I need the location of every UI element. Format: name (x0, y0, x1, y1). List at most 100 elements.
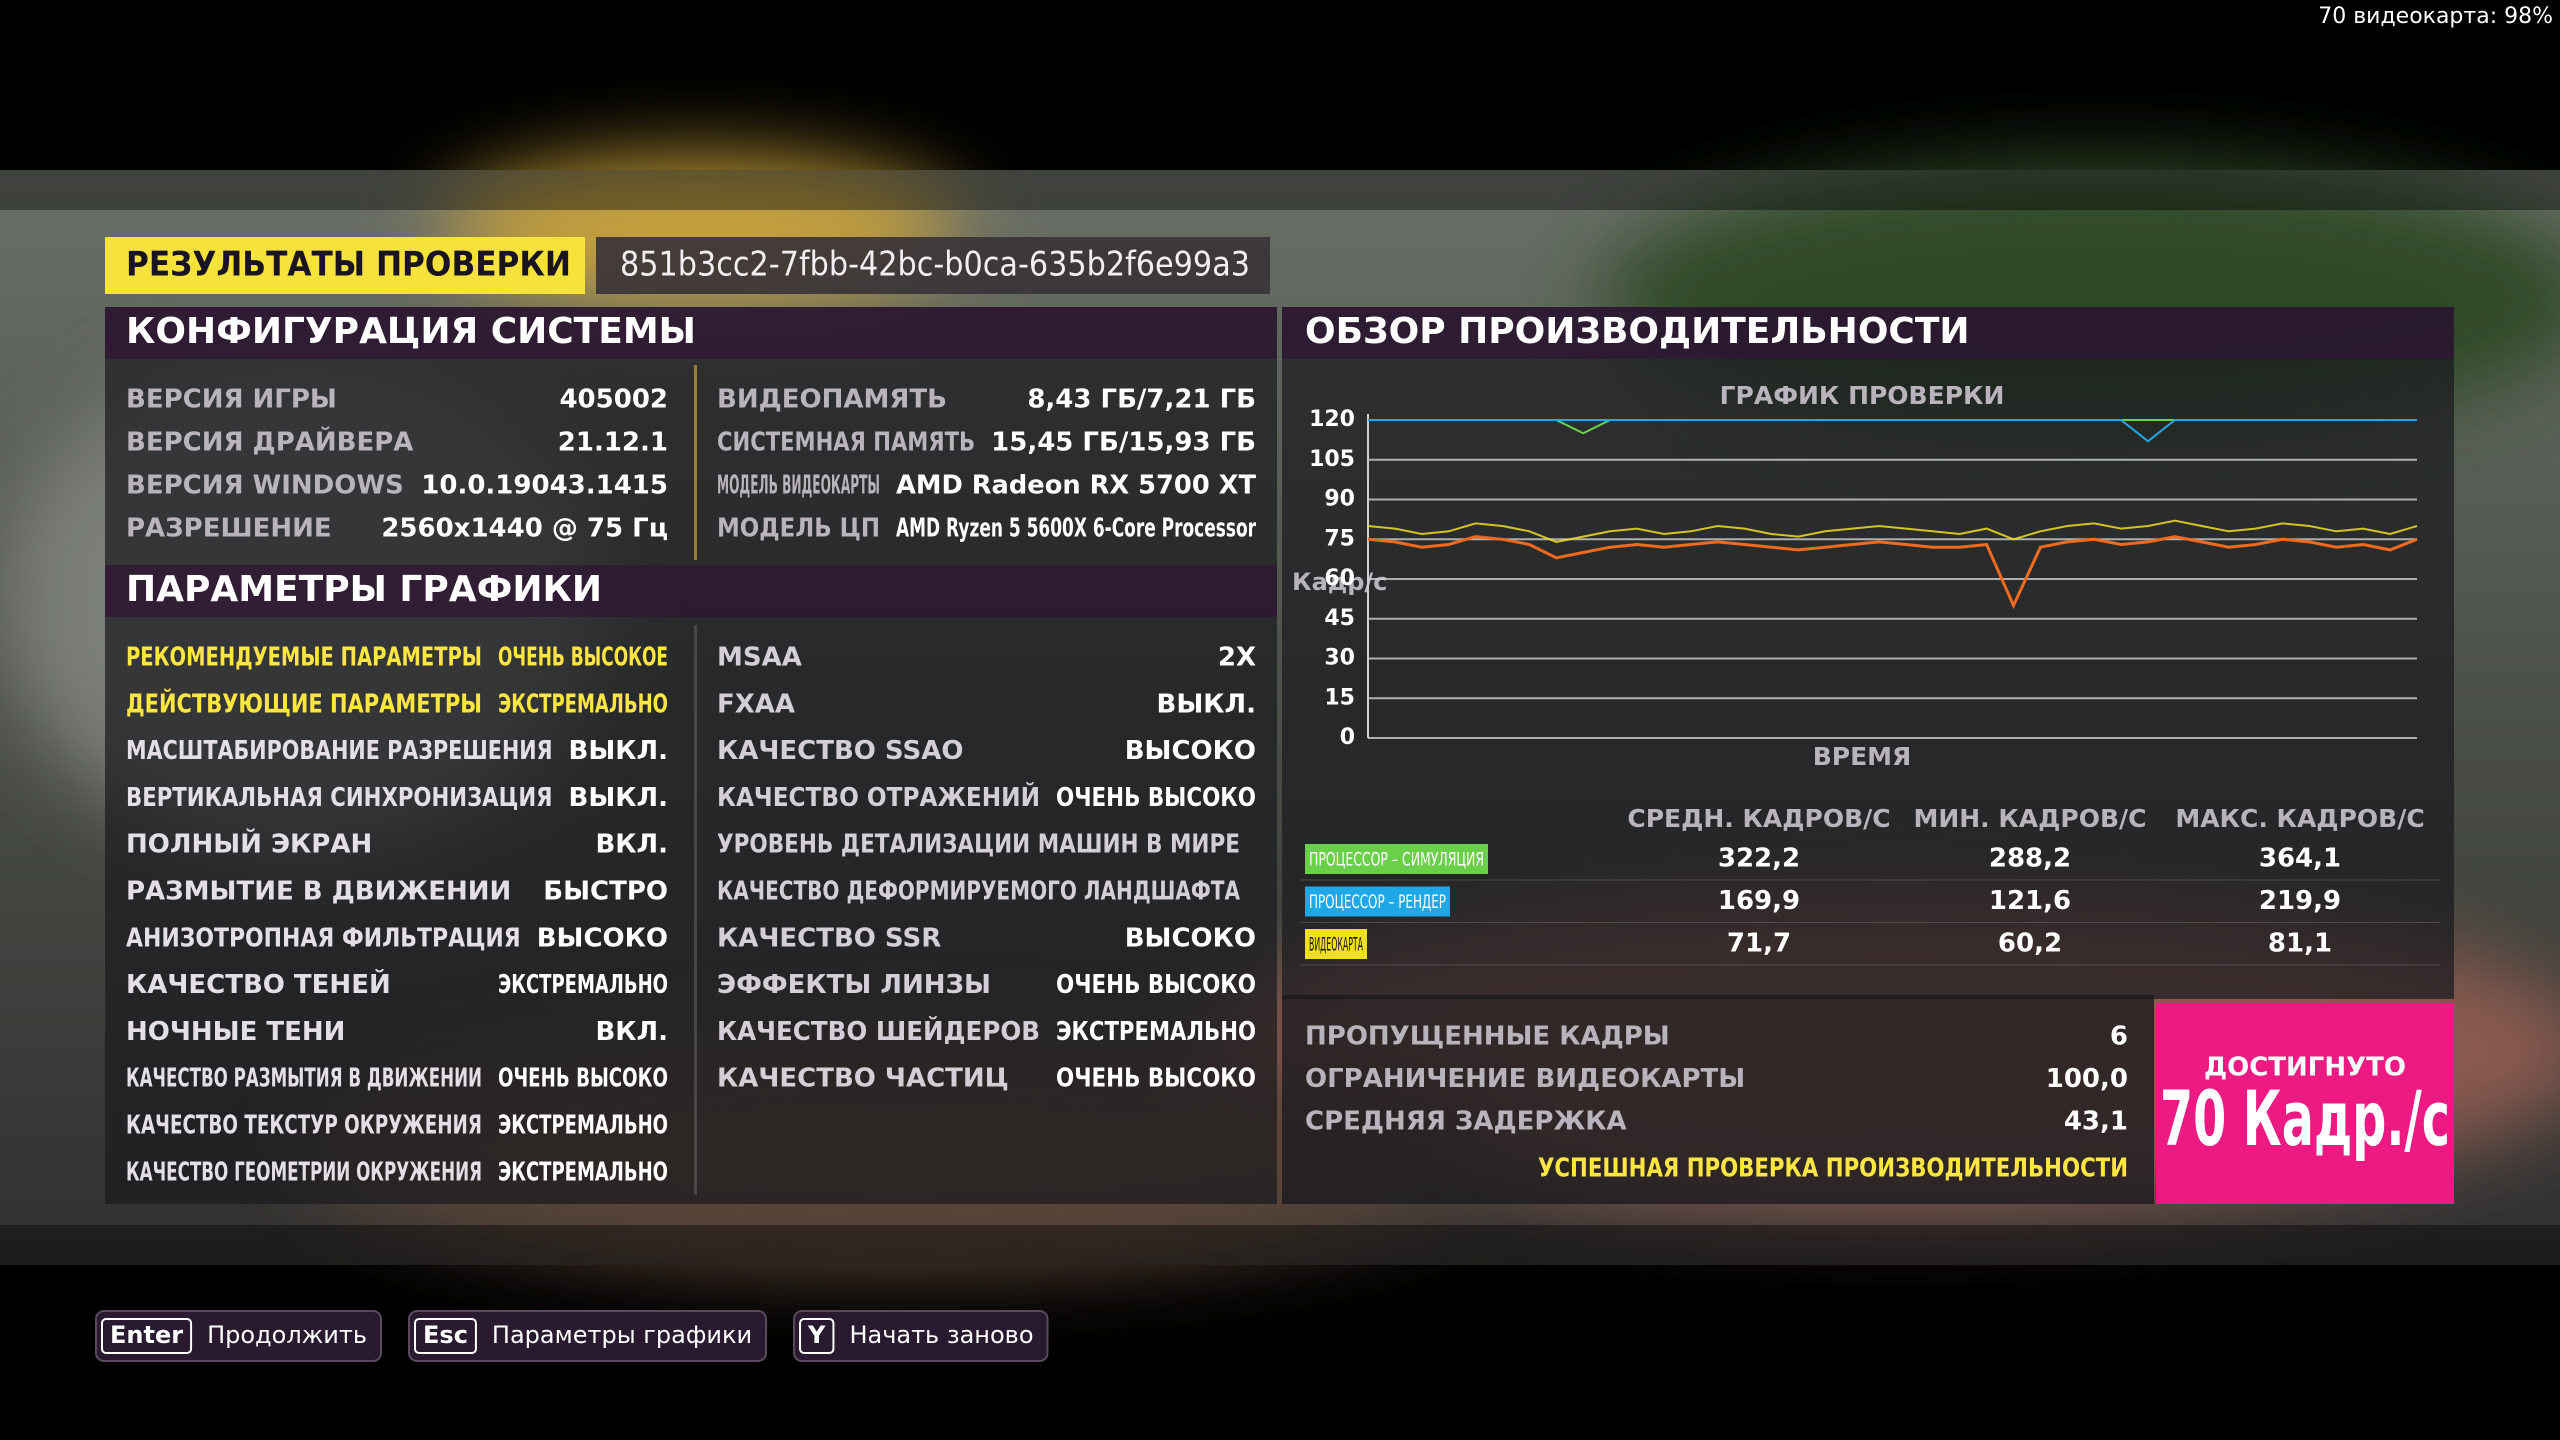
setting-value: ВЫСОКО (1125, 923, 1256, 953)
stat-value: 169,9 (1718, 886, 1800, 916)
y-tick-label: 75 (1324, 526, 1355, 551)
legend-label: ПРОЦЕССОР – РЕНДЕР (1309, 891, 1446, 913)
button-frame (95, 1310, 383, 1362)
y-tick-label: 90 (1324, 487, 1355, 512)
stat-value: 121,6 (1989, 886, 2071, 916)
setting-value: ВКЛ. (595, 830, 668, 860)
result-label: ДОСТИГНУТО (2204, 1053, 2406, 1083)
setting-label: КАЧЕСТВО SSR (717, 923, 941, 953)
setting-label: КАЧЕСТВО ТЕНЕЙ (126, 968, 391, 1000)
setting-label: КАЧЕСТВО SSAO (717, 736, 963, 766)
status-text: УСПЕШНАЯ ПРОВЕРКА ПРОИЗВОДИТЕЛЬНОСТИ (1538, 1154, 2128, 1184)
setting-value: ВЫСОКО (537, 923, 668, 953)
y-tick-label: 30 (1324, 646, 1355, 671)
series-line (1368, 419, 2417, 443)
setting-label: РАЗРЕШЕНИЕ (126, 514, 332, 544)
stat-value: 60,2 (1998, 929, 2062, 959)
button-label: Продолжить (207, 1321, 367, 1349)
summary-value: 100,0 (2046, 1064, 2128, 1094)
setting-value: ОЧЕНЬ ВЫСОКО (1056, 1064, 1256, 1094)
setting-value: ВЫКЛ. (1157, 689, 1256, 719)
y-tick-label: 15 (1324, 685, 1355, 710)
setting-label: FXAA (717, 689, 795, 719)
setting-label: СИСТЕМНАЯ ПАМЯТЬ (717, 428, 975, 458)
setting-label: MSAA (717, 643, 802, 673)
section-title: ОБЗОР ПРОИЗВОДИТЕЛЬНОСТИ (1305, 311, 1970, 352)
y-tick-label: 120 (1309, 407, 1355, 432)
setting-label: МОДЕЛЬ ВИДЕОКАРТЫ (717, 471, 880, 501)
key-frame (799, 1318, 835, 1354)
stat-value: 322,2 (1718, 844, 1800, 874)
setting-value: ВЫСОКО (1125, 736, 1256, 766)
stat-value: 81,1 (2268, 929, 2332, 959)
setting-label: РЕКОМЕНДУЕМЫЕ ПАРАМЕТРЫ (126, 643, 482, 673)
setting-label: НОЧНЫЕ ТЕНИ (126, 1017, 345, 1047)
setting-value: ВЫКЛ. (569, 783, 668, 813)
setting-label: КАЧЕСТВО ТЕКСТУР ОКРУЖЕНИЯ (126, 1111, 482, 1141)
setting-label: МАСШТАБИРОВАНИЕ РАЗРЕШЕНИЯ (126, 736, 553, 766)
legend-badge (1305, 929, 1367, 959)
stat-value: 288,2 (1989, 844, 2071, 874)
chart-title: ГРАФИК ПРОВЕРКИ (1720, 381, 2005, 410)
setting-value: ОЧЕНЬ ВЫСОКО (498, 1064, 668, 1094)
button-key: Y (807, 1321, 826, 1349)
setting-label: КАЧЕСТВО ДЕФОРМИРУЕМОГО ЛАНДШАФТА (717, 877, 1240, 907)
setting-label: РАЗМЫТИЕ В ДВИЖЕНИИ (126, 877, 511, 907)
button-frame (408, 1310, 768, 1362)
setting-label: ПОЛНЫЙ ЭКРАН (126, 828, 372, 860)
setting-label: ВЕРСИЯ WINDOWS (126, 471, 404, 501)
legend-badge (1305, 844, 1488, 874)
y-tick-label: 60 (1324, 566, 1355, 591)
summary-label: ПРОПУЩЕННЫЕ КАДРЫ (1305, 1022, 1670, 1052)
button-frame (793, 1310, 1049, 1362)
series-line (1367, 535, 2418, 610)
setting-label: МОДЕЛЬ ЦП (717, 514, 880, 544)
setting-value: 21.12.1 (558, 428, 668, 458)
button-key: Esc (423, 1321, 468, 1349)
stat-value: 364,1 (2259, 844, 2341, 874)
stat-value: 219,9 (2259, 886, 2341, 916)
key-frame (101, 1318, 193, 1354)
setting-value: ВЫКЛ. (569, 736, 668, 766)
setting-value: 15,45 ГБ/15,93 ГБ (991, 428, 1256, 458)
button-label: Параметры графики (492, 1321, 752, 1349)
setting-value: ЭКСТРЕМАЛЬНО (498, 970, 668, 1000)
button-key: Enter (110, 1321, 183, 1349)
x-axis-label: ВРЕМЯ (1813, 742, 1912, 771)
legend-label: ВИДЕОКАРТА (1309, 934, 1363, 956)
setting-label: КАЧЕСТВО ОТРАЖЕНИЙ (717, 781, 1040, 813)
setting-value: БЫСТРО (543, 877, 668, 907)
setting-label: КАЧЕСТВО РАЗМЫТИЯ В ДВИЖЕНИИ (126, 1064, 482, 1094)
setting-label: УРОВЕНЬ ДЕТАЛИЗАЦИИ МАШИН В МИРЕ (717, 830, 1240, 860)
setting-value: 2X (1218, 643, 1256, 673)
setting-value: AMD Radeon RX 5700 XT (896, 471, 1256, 501)
setting-value: ЭКСТРЕМАЛЬНО (1056, 1017, 1256, 1047)
summary-value: 43,1 (2064, 1107, 2128, 1137)
setting-label: ВЕРТИКАЛЬНАЯ СИНХРОНИЗАЦИЯ (126, 783, 553, 813)
button[interactable]: Enter Продолжить (95, 1310, 383, 1362)
y-tick-label: 105 (1309, 447, 1355, 472)
setting-label: КАЧЕСТВО ЧАСТИЦ (717, 1064, 1009, 1094)
y-axis-label: Кадр/с (1292, 568, 1387, 596)
setting-value: 2560x1440 @ 75 Гц (381, 514, 668, 544)
legend-label: ПРОЦЕССОР – СИМУЛЯЦИЯ (1309, 849, 1484, 871)
setting-value: ЭКСТРЕМАЛЬНО (498, 689, 668, 719)
setting-value: 10.0.19043.1415 (421, 471, 668, 501)
setting-label: КАЧЕСТВО ШЕЙДЕРОВ (717, 1015, 1040, 1047)
setting-label: ВЕРСИЯ ДРАЙВЕРА (126, 426, 413, 458)
setting-label: КАЧЕСТВО ГЕОМЕТРИИ ОКРУЖЕНИЯ (126, 1157, 482, 1187)
run-id: 851b3cc2-7fbb-42bc-b0ca-635b2f6e99a3 (620, 245, 1250, 285)
section-title: КОНФИГУРАЦИЯ СИСТЕМЫ (126, 311, 696, 352)
setting-value: ОЧЕНЬ ВЫСОКО (1056, 783, 1256, 813)
setting-value: 8,43 ГБ/7,21 ГБ (1027, 385, 1256, 415)
series-line (1367, 519, 2418, 543)
setting-value: 405002 (559, 385, 668, 415)
column-header: МИН. КАДРОВ/С (1913, 804, 2146, 833)
setting-value: ЭКСТРЕМАЛЬНО (498, 1111, 668, 1141)
setting-label: ВЕРСИЯ ИГРЫ (126, 385, 337, 415)
button[interactable]: Esc Параметры графики (408, 1310, 768, 1362)
button[interactable]: Y Начать заново (793, 1310, 1049, 1362)
y-tick-label: 0 (1340, 725, 1355, 750)
